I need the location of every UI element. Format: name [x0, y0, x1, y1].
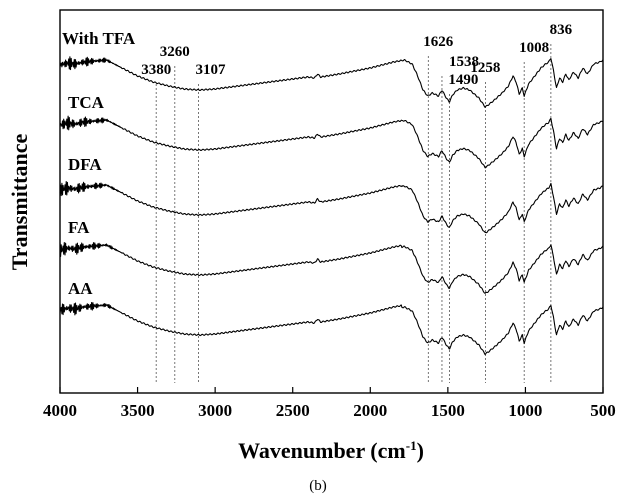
series-label-with-tfa: With TFA	[62, 29, 136, 48]
peak-label-1008: 1008	[519, 40, 549, 56]
x-axis-ticks	[59, 387, 604, 393]
peak-marker-lines	[155, 44, 552, 383]
x-tick-label-2500: 2500	[276, 401, 310, 420]
x-tick-label-500: 500	[590, 401, 616, 420]
peak-label-836: 836	[550, 22, 573, 38]
peak-label-3107: 3107	[196, 62, 227, 78]
spectra-group	[59, 56, 604, 356]
y-axis-title: Transmittance	[7, 134, 32, 271]
x-tick-label-1500: 1500	[431, 401, 465, 420]
x-tick-label-2000: 2000	[353, 401, 387, 420]
x-tick-label-1000: 1000	[508, 401, 542, 420]
series-label-fa: FA	[68, 218, 90, 237]
x-tick-label-3000: 3000	[198, 401, 232, 420]
peak-label-3380: 3380	[141, 62, 171, 78]
series-label-dfa: DFA	[68, 155, 102, 174]
x-axis-title: Wavenumber (cm-1)	[238, 438, 424, 463]
series-label-aa: AA	[68, 279, 93, 298]
figure-caption: (b)	[309, 478, 327, 494]
spectrum-aa	[59, 302, 604, 356]
spectrum-dfa	[59, 181, 604, 234]
x-tick-label-3500: 3500	[121, 401, 155, 420]
series-label-tca: TCA	[68, 93, 105, 112]
peak-label-1490: 1490	[448, 72, 478, 88]
peak-label-1258: 1258	[470, 60, 500, 76]
spectrum-fa	[59, 242, 604, 294]
x-tick-label-4000: 4000	[43, 401, 77, 420]
x-axis-tick-labels: 4000 3500 3000 2500 2000 1500 1000 500	[43, 401, 616, 420]
plot-frame	[59, 9, 604, 394]
spectrum-with-tfa	[59, 56, 604, 108]
spectrum-tca	[59, 115, 604, 169]
series-labels: With TFA TCA DFA FA AA	[62, 29, 136, 298]
peak-label-1626: 1626	[423, 34, 454, 50]
peak-label-3260: 3260	[160, 44, 190, 60]
peak-label-1538: 1538	[449, 54, 479, 70]
